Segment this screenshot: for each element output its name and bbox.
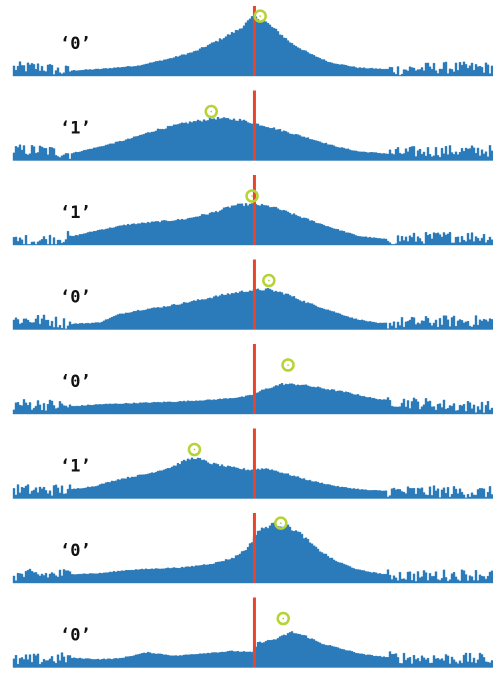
peak-marker-center xyxy=(267,279,270,282)
histogram-row-4: ‘0’ xyxy=(12,259,493,330)
peak-marker-center xyxy=(193,448,196,451)
row-label: ‘0’ xyxy=(60,288,91,308)
peak-marker-center xyxy=(282,617,285,620)
peak-marker-center xyxy=(251,195,253,197)
row-label: ‘0’ xyxy=(60,541,91,561)
row-label: ‘0’ xyxy=(60,626,91,646)
peak-marker-center xyxy=(259,15,262,18)
peak-marker xyxy=(276,611,290,626)
histogram-row-5: ‘0’ xyxy=(12,344,493,415)
histogram-rows: ‘0’ ‘1’ ‘1’ ‘0’ ‘0’ ‘1’ ‘0’ ‘0’ xyxy=(12,6,493,668)
peak-marker xyxy=(281,358,295,372)
histogram-row-1: ‘0’ xyxy=(12,6,493,77)
peak-marker xyxy=(245,189,259,203)
row-label: ‘0’ xyxy=(60,34,91,54)
peak-marker xyxy=(274,516,288,530)
peak-marker xyxy=(187,442,202,457)
peak-marker-center xyxy=(287,364,289,366)
histogram-row-8: ‘0’ xyxy=(12,597,493,668)
row-label: ‘0’ xyxy=(60,372,91,392)
histogram-row-7: ‘0’ xyxy=(12,513,493,584)
peak-marker xyxy=(253,9,267,23)
histogram-row-3: ‘1’ xyxy=(12,175,493,246)
row-label: ‘1’ xyxy=(60,457,91,477)
peak-marker xyxy=(204,104,218,119)
peak-marker-center xyxy=(210,110,213,113)
histogram-row-6: ‘1’ xyxy=(12,428,493,499)
peak-marker-center xyxy=(279,522,282,525)
row-label: ‘1’ xyxy=(60,119,91,139)
peak-marker xyxy=(262,273,276,288)
histogram-row-2: ‘1’ xyxy=(12,90,493,161)
row-label: ‘1’ xyxy=(60,203,91,223)
